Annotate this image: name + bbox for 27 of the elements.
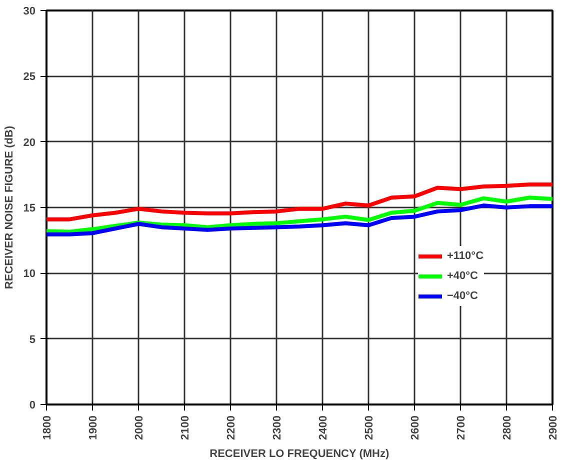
x-tick-label: 2100	[180, 415, 192, 440]
legend-label: +110°C	[447, 250, 484, 262]
line-series	[46, 204, 552, 236]
x-tick-label: 2000	[134, 415, 146, 440]
x-axis-title: RECEIVER LO FREQUENCY (MHz)	[210, 448, 390, 460]
legend-label: +40°C	[447, 270, 478, 282]
y-tick-label: 15	[23, 202, 36, 214]
x-tick-label: 2300	[272, 415, 284, 440]
y-tick-label: 0	[29, 400, 36, 412]
y-tick-label: 25	[23, 71, 36, 84]
legend-label: −40°C	[447, 290, 478, 302]
x-tick-label: 2800	[502, 415, 514, 440]
y-axis-title: RECEIVER NOISE FIGURE (dB)	[3, 126, 16, 290]
x-tick-label: 1800	[42, 415, 54, 440]
x-tick-label: 2900	[548, 415, 560, 440]
y-tick-label: 5	[29, 334, 36, 346]
line-series	[46, 182, 552, 222]
y-tick-label: 20	[23, 136, 36, 149]
x-tick-label: 1900	[88, 415, 100, 440]
x-tick-label: 2500	[364, 415, 376, 440]
line-series	[46, 196, 552, 234]
x-tick-label: 2400	[318, 415, 330, 440]
x-tick-label: 2600	[410, 415, 422, 440]
x-tick-label: 2200	[226, 415, 238, 440]
x-tick-label: 2700	[456, 415, 468, 440]
y-tick-label: 10	[23, 268, 36, 280]
y-tick-label: 30	[23, 6, 36, 18]
